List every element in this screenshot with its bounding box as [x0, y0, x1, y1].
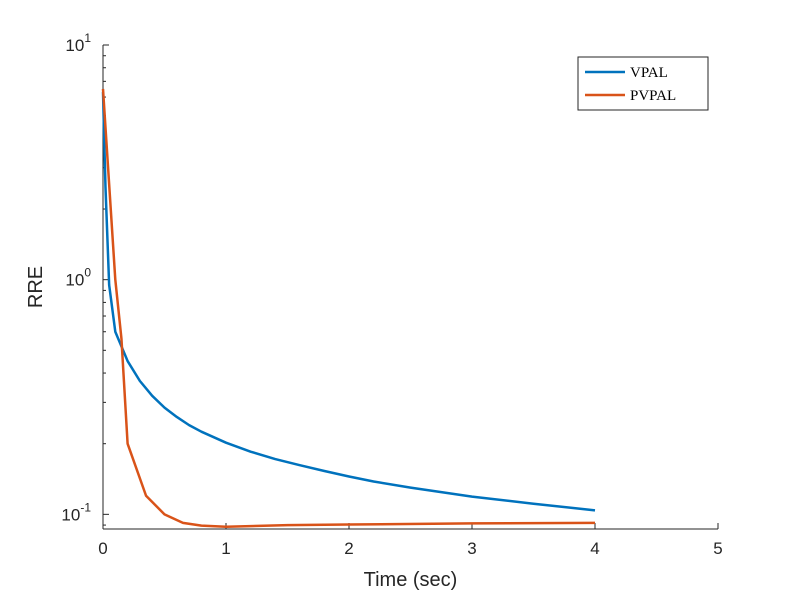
- legend-box: [577, 56, 709, 111]
- legend: VPAL PVPAL: [577, 56, 709, 111]
- y-tick-label: 101: [65, 31, 91, 55]
- series-line-pvpal: [101, 88, 596, 529]
- x-tick-label: 4: [590, 539, 599, 558]
- x-tick-label: 0: [98, 539, 107, 558]
- series-line-vpal: [101, 92, 596, 512]
- axes: 0 1 2 3 4 5 10-1 100 101 Time (sec) RRE: [25, 31, 723, 591]
- y-axis-label: RRE: [25, 266, 47, 308]
- x-tick-label: 5: [713, 539, 722, 558]
- y-tick-label: 100: [65, 266, 91, 290]
- x-tick-label: 1: [221, 539, 230, 558]
- legend-label-vpal: VPAL: [630, 65, 668, 81]
- x-tick-label: 3: [467, 539, 476, 558]
- x-axis-label: Time (sec): [364, 569, 458, 591]
- x-tick-label: 2: [344, 539, 353, 558]
- plot-series: [101, 88, 596, 529]
- legend-label-pvpal: PVPAL: [630, 88, 676, 104]
- y-tick-label: 10-1: [61, 500, 91, 524]
